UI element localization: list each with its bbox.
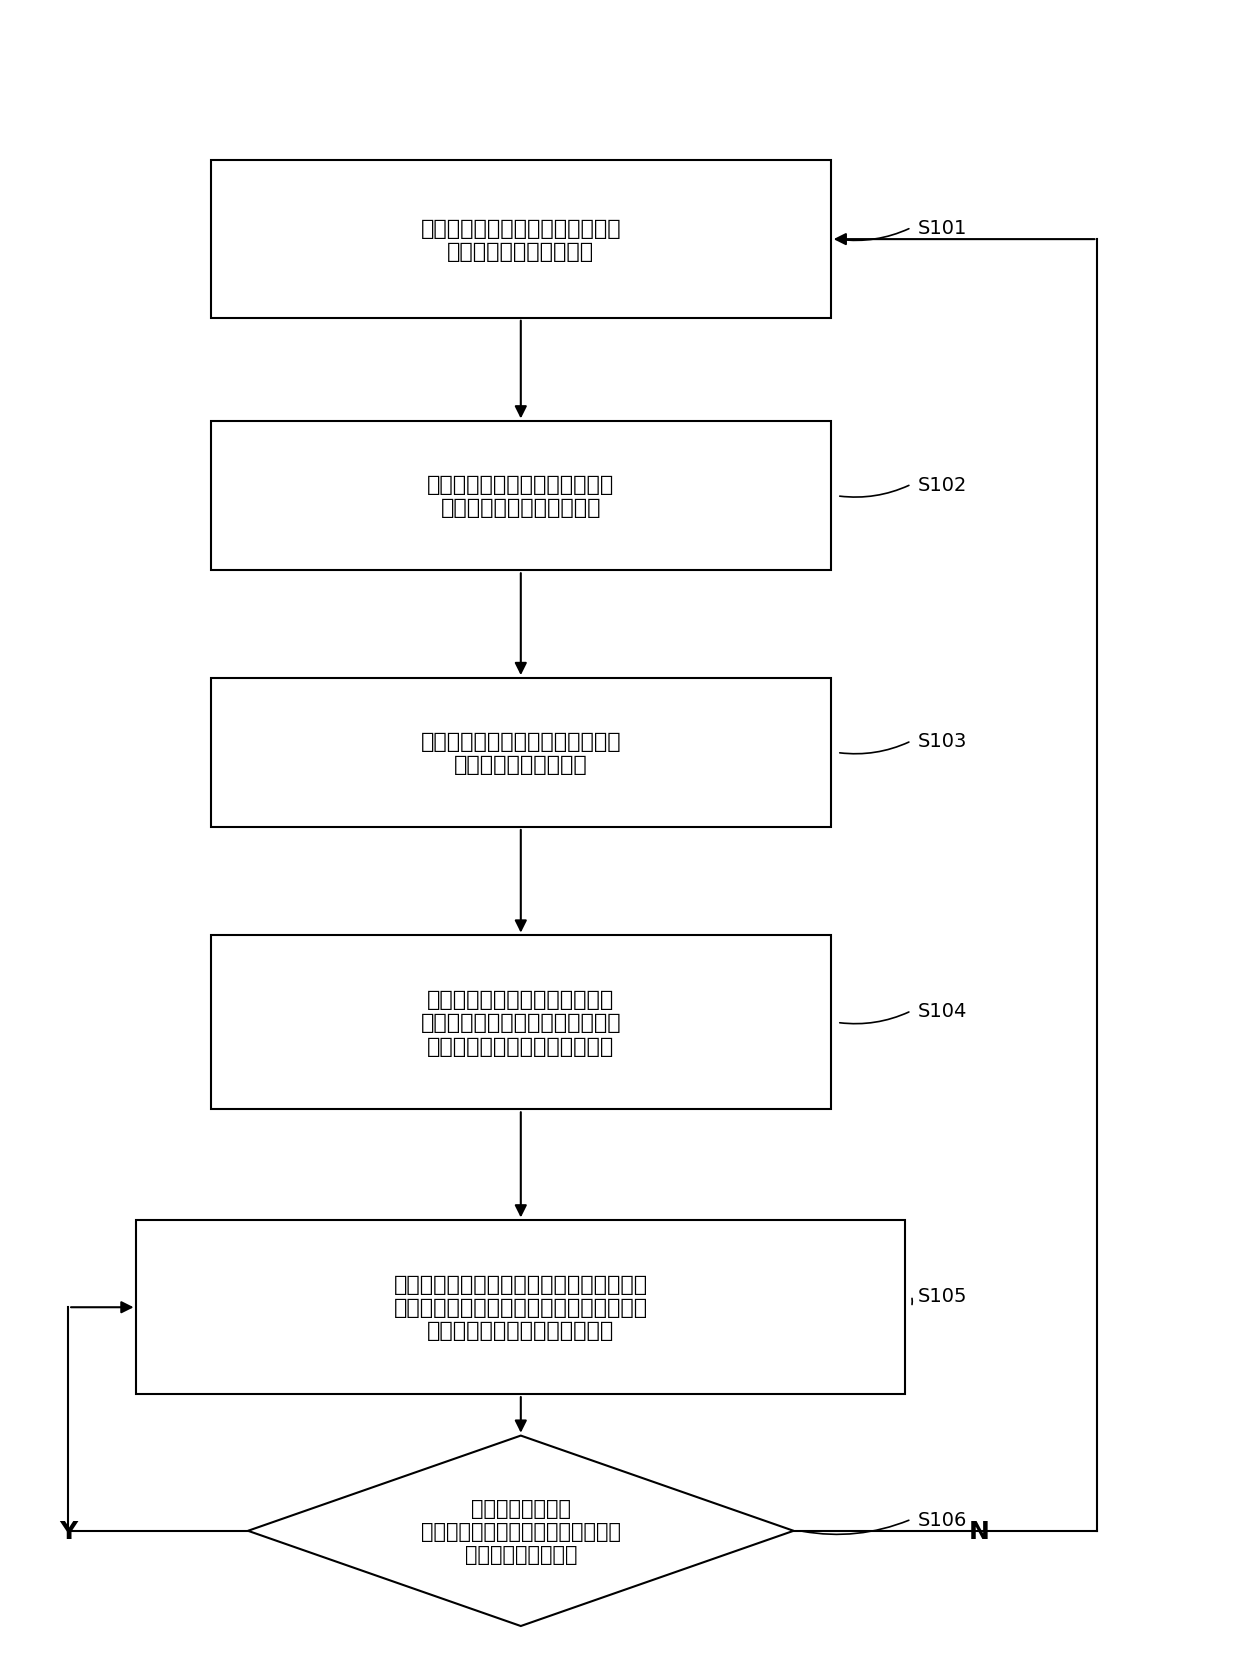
Text: 检验所述最优支持
向量机模型是否适用于下一个待预测
时间点数据的预测？: 检验所述最优支持 向量机模型是否适用于下一个待预测 时间点数据的预测？ <box>420 1498 621 1564</box>
FancyBboxPatch shape <box>136 1221 905 1394</box>
Text: Y: Y <box>60 1519 77 1542</box>
FancyBboxPatch shape <box>211 422 831 571</box>
Text: S104: S104 <box>918 1001 967 1021</box>
FancyBboxPatch shape <box>211 162 831 318</box>
Text: 使用所述最优支持向量机模型对待预测时间
点上的数据进行预测，获得所述待预测时间
点上的性能指标值正常波动范围: 使用所述最优支持向量机模型对待预测时间 点上的数据进行预测，获得所述待预测时间 … <box>394 1274 647 1341</box>
Text: 获取网络性能指标的历史值，动态
获取最新的历史样本数据: 获取网络性能指标的历史值，动态 获取最新的历史样本数据 <box>420 218 621 261</box>
Text: S103: S103 <box>918 732 967 751</box>
Polygon shape <box>248 1435 794 1625</box>
Text: S106: S106 <box>918 1509 967 1529</box>
Text: 对所述训练样本数据进行训练，
用残差白噪声来选取基于所述训练
样本数据的最优支持向量机模型: 对所述训练样本数据进行训练， 用残差白噪声来选取基于所述训练 样本数据的最优支持… <box>420 990 621 1056</box>
FancyBboxPatch shape <box>211 679 831 828</box>
Text: S101: S101 <box>918 218 967 238</box>
Text: S102: S102 <box>918 475 967 495</box>
Text: 对所述正常样本数据进行相空间重
构，获得训练样本数据: 对所述正常样本数据进行相空间重 构，获得训练样本数据 <box>420 732 621 775</box>
Text: 对所述最新的历史样本数据进行
预处理，获得正常样本数据: 对所述最新的历史样本数据进行 预处理，获得正常样本数据 <box>427 475 615 518</box>
Text: N: N <box>970 1519 990 1542</box>
Text: S105: S105 <box>918 1286 967 1306</box>
FancyBboxPatch shape <box>211 937 831 1109</box>
